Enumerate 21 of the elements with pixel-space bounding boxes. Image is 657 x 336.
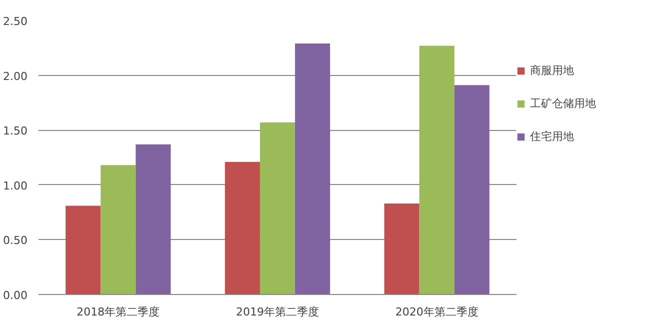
y-tick-label: 1.50: [3, 124, 28, 138]
y-tick-label: 2.50: [3, 15, 28, 28]
legend-label: 住宅用地: [530, 129, 574, 144]
y-tick-label: 0.00: [3, 289, 28, 302]
bar: [136, 144, 171, 294]
bar: [419, 46, 454, 294]
bar: [295, 44, 330, 294]
x-tick-label: 2019年第二季度: [236, 306, 320, 318]
y-tick-label: 1.00: [3, 179, 28, 192]
x-tick-label: 2018年第二季度: [76, 306, 160, 318]
bar: [224, 162, 260, 294]
legend-label: 工矿仓储用地: [530, 96, 596, 111]
x-tick-label: 2020年第二季度: [395, 306, 478, 318]
bar: [66, 206, 101, 294]
y-tick-label: 2.00: [3, 70, 28, 83]
y-tick-label: 0.50: [3, 234, 28, 248]
bar: [454, 85, 490, 294]
legend-label: 商服用地: [530, 63, 574, 78]
bar: [260, 122, 296, 294]
bar: [100, 165, 136, 294]
bar: [384, 204, 420, 294]
